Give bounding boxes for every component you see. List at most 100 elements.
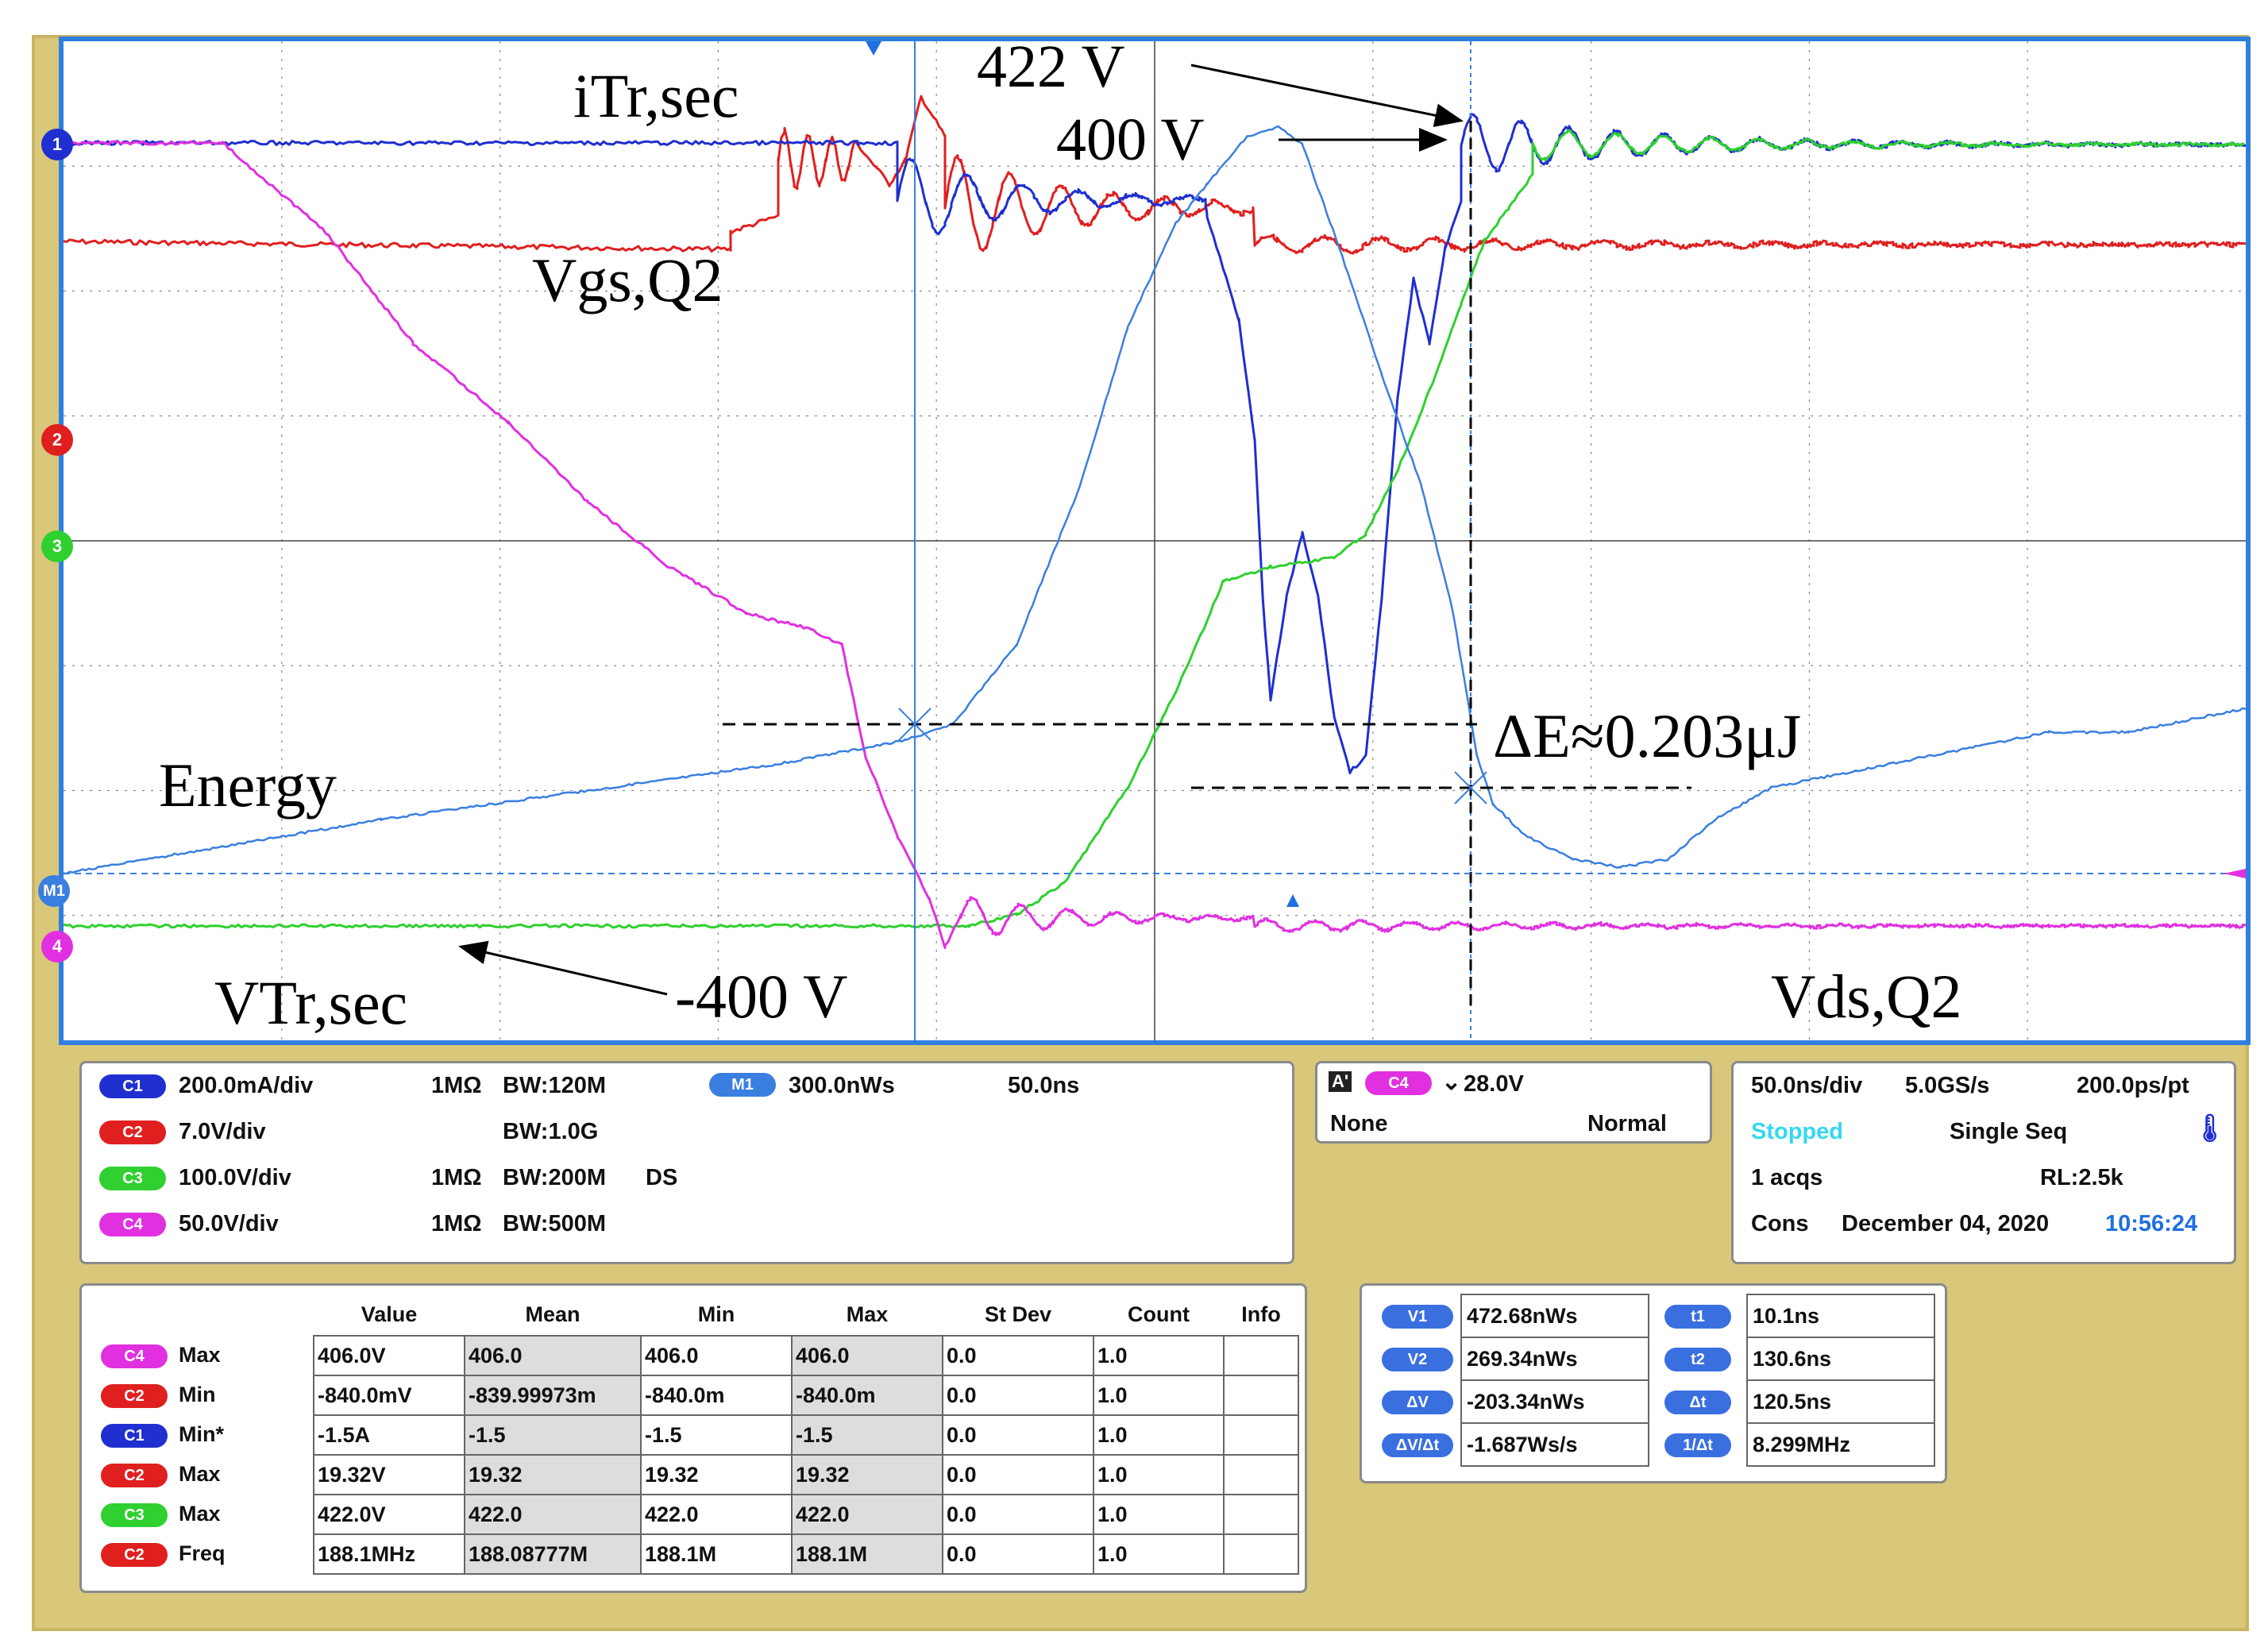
cursor-row: V1 472.68nWs t1 10.1ns: [1375, 1294, 1935, 1338]
cursor-row: ΔV/Δt -1.687Ws/s 1/Δt 8.299MHz: [1375, 1422, 1935, 1467]
ch2-ground-marker-icon[interactable]: 2: [41, 424, 73, 456]
measurement-cell: -1.5: [464, 1414, 642, 1456]
measurement-row[interactable]: C2 Min -840.0mV -839.99973m -840.0m -840.0m 0.…: [98, 1375, 1299, 1416]
cursor-v-badge[interactable]: V2: [1382, 1347, 1453, 1371]
energy-label: Energy: [159, 750, 337, 820]
ch1-settings-row[interactable]: C1: [99, 1073, 166, 1099]
measurement-cell: 0.0: [942, 1454, 1094, 1495]
ch4-settings-row[interactable]: C4: [99, 1211, 166, 1237]
cursor-row: ΔV -203.34nWs Δt 120.5ns: [1375, 1379, 1935, 1424]
measurement-cell: 422.0: [464, 1494, 642, 1535]
measurement-cell: -1.5A: [313, 1414, 465, 1456]
cursor-t-badge[interactable]: Δt: [1664, 1390, 1731, 1414]
ch4-badge: C4: [99, 1213, 166, 1237]
ch3-ground-marker-icon[interactable]: 3: [41, 530, 73, 562]
ch3-settings-row[interactable]: C3: [99, 1165, 166, 1191]
measurement-cell: 0.0: [942, 1335, 1094, 1376]
measurement-cell: 188.08777M: [464, 1533, 642, 1575]
cursor-v-value: 269.34nWs: [1460, 1337, 1649, 1381]
ch3-ds-flag: DS: [646, 1165, 678, 1190]
measurement-type: Max: [179, 1462, 221, 1487]
col-mean: Mean: [525, 1302, 580, 1326]
v400-label: 400 V: [1056, 106, 1205, 173]
ch1-badge: C1: [99, 1074, 166, 1099]
measurement-cell: -840.0mV: [313, 1375, 465, 1416]
measurement-cell: 1.0: [1093, 1454, 1225, 1495]
acq-count: 1 acqs: [1751, 1165, 1823, 1190]
thermometer-icon: 🌡: [2193, 1113, 2228, 1144]
trigger-panel[interactable]: A' C4 ⌄ 28.0V None Normal: [1315, 1061, 1712, 1144]
measurement-source: C4 Max: [98, 1336, 314, 1375]
measurement-cell: [1223, 1375, 1299, 1416]
cursor-v-badge[interactable]: V1: [1382, 1304, 1453, 1329]
vertical-settings-panel: C1 200.0mA/div 1MΩ BW:120M M1 300.0nWs 5…: [79, 1061, 1294, 1264]
trigger-level: 28.0V: [1464, 1071, 1524, 1097]
measurement-cell: [1223, 1414, 1299, 1456]
vgs-q2-label: Vgs,Q2: [532, 245, 723, 314]
measurement-type: Freq: [179, 1541, 226, 1566]
v422-label: 422 V: [977, 33, 1125, 100]
measurement-source-badge: C2: [101, 1463, 168, 1487]
cons-label: Cons: [1751, 1211, 1809, 1236]
measurement-cell: [1223, 1533, 1299, 1575]
ch3-bandwidth: BW:200M: [503, 1165, 606, 1190]
measurement-source: C2 Min: [98, 1375, 314, 1415]
ch2-badge: C2: [99, 1121, 166, 1145]
measurement-cell: -840.0m: [640, 1375, 793, 1416]
cursor-t-value: 10.1ns: [1746, 1294, 1935, 1338]
cursor-panel: V1 472.68nWs t1 10.1ns V2 269.34nWs t2 130.6ns Δ…: [1360, 1283, 1947, 1483]
vds-q2-label: Vds,Q2: [1771, 962, 1962, 1031]
measurement-type: Min*: [179, 1422, 224, 1447]
trigger-mode: Normal: [1587, 1111, 1667, 1136]
measurement-row[interactable]: C2 Max 19.32V 19.32 19.32 19.32 0.0 1.0: [98, 1454, 1299, 1495]
measurement-source: C2 Max: [98, 1455, 314, 1495]
measurement-cell: 406.0: [464, 1335, 642, 1376]
math-badge: M1: [709, 1073, 776, 1097]
ch4-scale: 50.0V/div: [179, 1211, 279, 1236]
measurement-type: Max: [179, 1343, 221, 1367]
col-max: Max: [846, 1302, 889, 1326]
cursor-v-badge[interactable]: ΔV: [1382, 1390, 1453, 1414]
measurement-cell: 422.0: [791, 1494, 943, 1535]
cursor-v-badge[interactable]: ΔV/Δt: [1382, 1433, 1453, 1457]
resolution: 200.0ps/pt: [2077, 1073, 2189, 1098]
delta-e-label: ΔE≈0.203μJ: [1493, 701, 1802, 770]
measurement-cell: 19.32: [791, 1454, 943, 1495]
cursor-t-badge[interactable]: t2: [1664, 1347, 1731, 1371]
cursor-t-badge[interactable]: t1: [1664, 1304, 1731, 1329]
measurement-row[interactable]: C1 Min* -1.5A -1.5 -1.5 -1.5 0.0 1.0: [98, 1414, 1299, 1456]
trigger-a-badge: A': [1329, 1071, 1352, 1092]
ch3-badge: C3: [99, 1167, 166, 1191]
measurement-cell: -840.0m: [791, 1375, 943, 1416]
math-ground-marker-icon[interactable]: M1: [38, 875, 70, 907]
measurement-row[interactable]: C2 Freq 188.1MHz 188.08777M 188.1M 188.1M 0.0 1…: [98, 1533, 1299, 1575]
ch1-impedance: 1MΩ: [431, 1073, 482, 1098]
ch2-scale: 7.0V/div: [179, 1119, 266, 1144]
measurement-cell: 0.0: [942, 1375, 1094, 1416]
measurement-source: C1 Min*: [98, 1415, 314, 1455]
acq-state[interactable]: Stopped: [1751, 1119, 1843, 1144]
acq-time: 10:56:24: [2105, 1211, 2198, 1236]
measurement-source-badge: C4: [101, 1344, 168, 1368]
math-scale: 300.0nWs: [789, 1073, 895, 1098]
timebase[interactable]: 50.0ns/div: [1751, 1073, 1863, 1098]
acq-sequence[interactable]: Single Seq: [1950, 1119, 2068, 1144]
ch4-ground-marker-icon[interactable]: 4: [41, 931, 73, 962]
measurement-source-badge: C2: [101, 1383, 168, 1408]
measurement-row[interactable]: C3 Max 422.0V 422.0 422.0 422.0 0.0 1.0: [98, 1494, 1299, 1535]
measurement-source-badge: C2: [101, 1542, 168, 1567]
measurement-cell: 0.0: [942, 1414, 1094, 1456]
ch4-impedance: 1MΩ: [431, 1211, 482, 1236]
ch1-ground-marker-icon[interactable]: 1: [41, 129, 73, 160]
ch2-settings-row[interactable]: C2: [99, 1119, 166, 1145]
sample-rate: 5.0GS/s: [1905, 1073, 1990, 1098]
measurement-source: C2 Freq: [98, 1534, 314, 1574]
cursor-v-value: -203.34nWs: [1460, 1379, 1649, 1424]
measurement-cell: 422.0V: [313, 1494, 465, 1535]
measurement-cell: 422.0: [640, 1494, 793, 1535]
cursor-t-badge[interactable]: 1/Δt: [1664, 1433, 1731, 1457]
ch2-bandwidth: BW:1.0G: [503, 1119, 599, 1144]
measurement-row[interactable]: C4 Max 406.0V 406.0 406.0 406.0 0.0 1.0: [98, 1335, 1299, 1376]
measurement-cell: 0.0: [942, 1494, 1094, 1535]
falling-edge-icon: ⌄: [1441, 1069, 1462, 1095]
